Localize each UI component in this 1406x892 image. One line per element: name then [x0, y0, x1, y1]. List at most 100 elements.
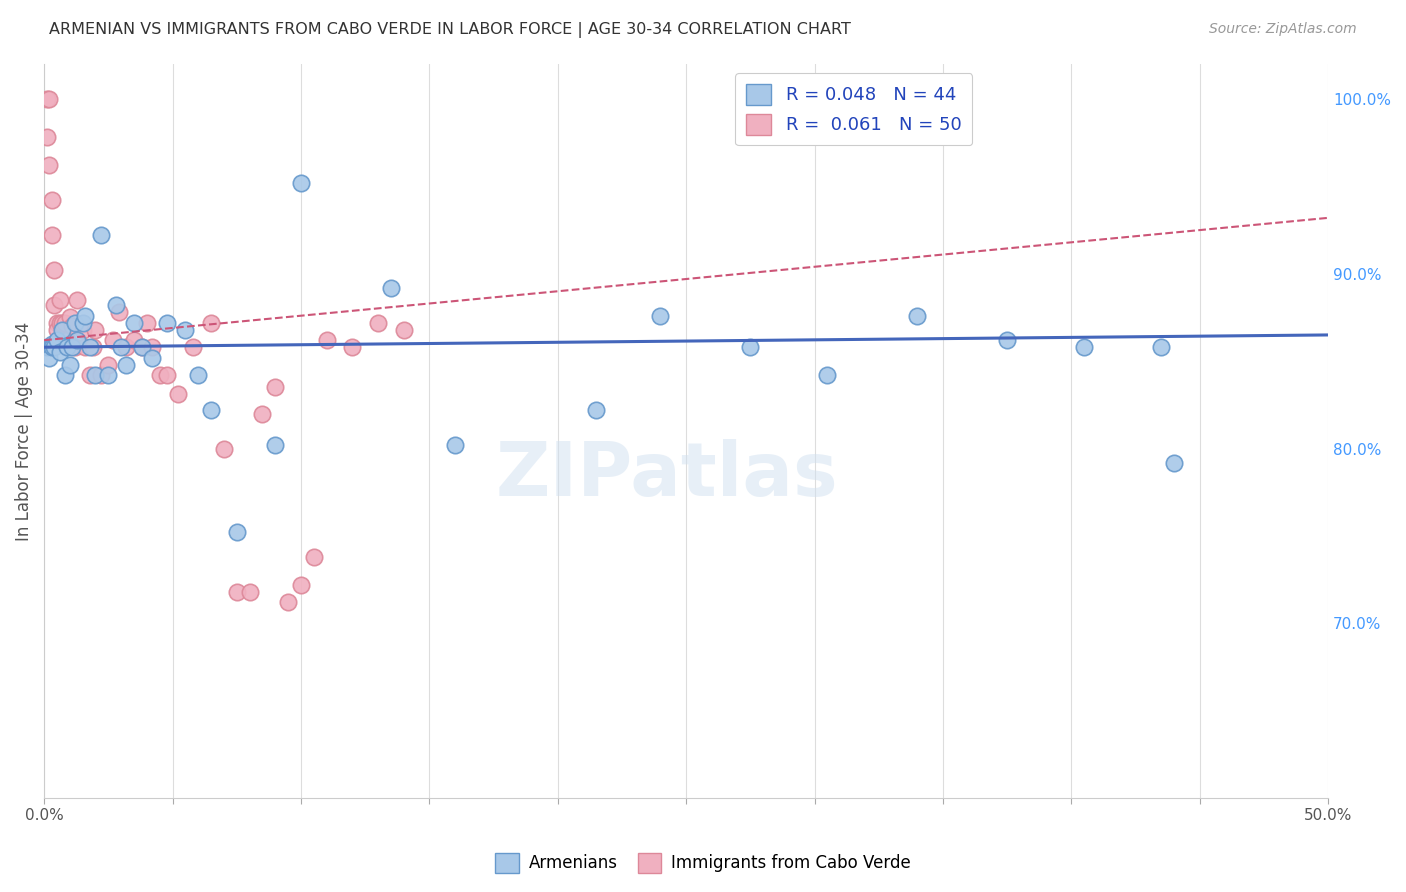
Point: [200, 403, 222, 417]
Point: [90, 228, 112, 243]
Point: [72, 323, 94, 337]
Point: [48, 293, 70, 307]
Point: [44, 340, 66, 354]
Point: [60, 319, 83, 334]
Point: [79, 368, 101, 383]
Point: [131, 340, 153, 354]
Point: [59, 358, 82, 372]
Point: [72, 316, 94, 330]
Point: [97, 368, 120, 383]
Point: [63, 316, 86, 330]
Point: [181, 340, 204, 354]
Point: [38, 351, 60, 365]
Point: [115, 340, 138, 354]
Point: [264, 380, 287, 394]
Point: [44, 298, 66, 312]
Point: [90, 368, 112, 383]
Point: [342, 340, 364, 354]
Point: [585, 403, 607, 417]
Point: [156, 316, 179, 330]
Point: [84, 323, 107, 337]
Point: [41, 228, 63, 243]
Point: [1150, 340, 1173, 354]
Point: [302, 549, 325, 564]
Point: [264, 438, 287, 452]
Point: [149, 368, 172, 383]
Point: [75, 340, 97, 354]
Point: [46, 316, 69, 330]
Point: [35, 130, 58, 145]
Point: [75, 309, 97, 323]
Point: [122, 316, 145, 330]
Point: [252, 407, 274, 421]
Point: [105, 298, 128, 312]
Point: [84, 368, 107, 383]
Point: [56, 340, 79, 354]
Point: [815, 368, 838, 383]
Point: [122, 333, 145, 347]
Point: [277, 595, 299, 609]
Point: [60, 340, 83, 354]
Point: [41, 194, 63, 208]
Point: [1163, 456, 1185, 470]
Point: [141, 340, 163, 354]
Point: [53, 316, 76, 330]
Point: [187, 368, 209, 383]
Point: [110, 340, 132, 354]
Point: [66, 293, 89, 307]
Point: [41, 340, 63, 354]
Point: [135, 316, 157, 330]
Point: [48, 316, 70, 330]
Point: [79, 340, 101, 354]
Point: [290, 176, 312, 190]
Point: [1073, 340, 1095, 354]
Point: [103, 333, 125, 347]
Legend: Armenians, Immigrants from Cabo Verde: Armenians, Immigrants from Cabo Verde: [489, 847, 917, 880]
Point: [650, 309, 672, 323]
Point: [380, 281, 402, 295]
Point: [46, 323, 69, 337]
Point: [107, 305, 129, 319]
Point: [131, 340, 153, 354]
Point: [82, 340, 104, 354]
Point: [51, 316, 73, 330]
Y-axis label: In Labor Force | Age 30-34: In Labor Force | Age 30-34: [15, 321, 32, 541]
Point: [238, 585, 260, 599]
Point: [63, 340, 86, 354]
Point: [225, 585, 247, 599]
Point: [66, 333, 89, 347]
Point: [35, 340, 58, 354]
Point: [166, 387, 188, 401]
Point: [225, 525, 247, 540]
Point: [38, 92, 60, 106]
Point: [367, 316, 389, 330]
Point: [141, 351, 163, 365]
Point: [53, 368, 76, 383]
Point: [995, 333, 1018, 347]
Point: [392, 323, 415, 337]
Point: [200, 316, 222, 330]
Point: [44, 263, 66, 277]
Point: [444, 438, 467, 452]
Point: [56, 333, 79, 347]
Point: [212, 442, 235, 456]
Point: [97, 358, 120, 372]
Point: [905, 309, 928, 323]
Legend: R = 0.048   N = 44, R =  0.061   N = 50: R = 0.048 N = 44, R = 0.061 N = 50: [735, 73, 973, 145]
Text: ARMENIAN VS IMMIGRANTS FROM CABO VERDE IN LABOR FORCE | AGE 30-34 CORRELATION CH: ARMENIAN VS IMMIGRANTS FROM CABO VERDE I…: [49, 22, 851, 38]
Point: [315, 333, 337, 347]
Point: [51, 323, 73, 337]
Point: [38, 158, 60, 172]
Point: [740, 340, 762, 354]
Point: [35, 92, 58, 106]
Text: ZIPatlas: ZIPatlas: [495, 439, 838, 512]
Point: [48, 345, 70, 359]
Point: [41, 336, 63, 351]
Point: [59, 310, 82, 325]
Point: [115, 358, 138, 372]
Point: [290, 578, 312, 592]
Point: [46, 333, 69, 347]
Text: Source: ZipAtlas.com: Source: ZipAtlas.com: [1209, 22, 1357, 37]
Point: [156, 368, 179, 383]
Point: [174, 323, 197, 337]
